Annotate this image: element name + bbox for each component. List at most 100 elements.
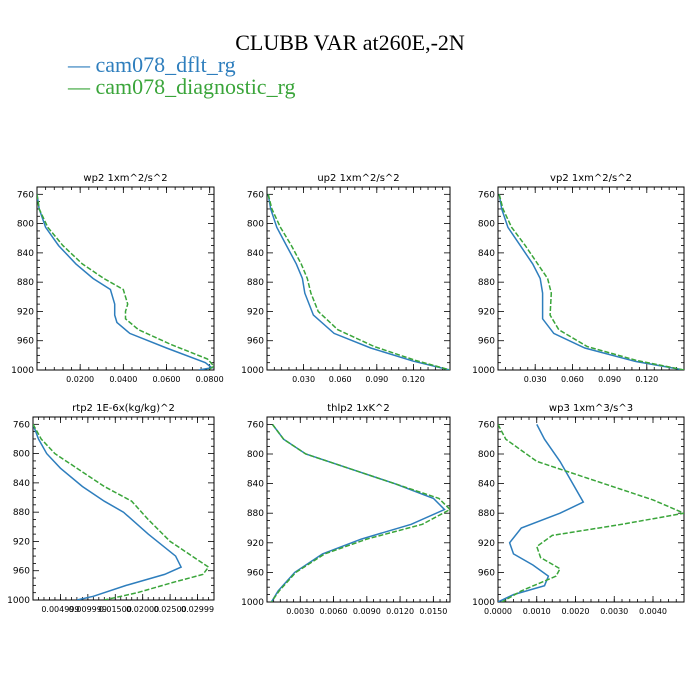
x-tick-label: 0.0090 bbox=[353, 607, 381, 616]
y-tick-label: 960 bbox=[478, 337, 495, 347]
x-tick-label: 0.060 bbox=[561, 375, 584, 384]
y-tick-label: 920 bbox=[247, 539, 264, 549]
y-tick-label: 920 bbox=[247, 307, 264, 317]
subplot-5: thlp2 1xK^2 760 800 840 880 920 960 1000 0.0030 0… bbox=[241, 403, 451, 616]
series-line-diagnostic bbox=[498, 424, 684, 602]
y-tick-label: 840 bbox=[17, 249, 34, 259]
series-line-diagnostic bbox=[33, 423, 210, 600]
x-tick-label: 0.02999 bbox=[181, 605, 214, 614]
subplot-3: vp2 1xm^2/s^2 760 800 840 880 920 960 1000 0.030… bbox=[472, 173, 685, 384]
x-tick-label: 0.120 bbox=[402, 375, 425, 384]
y-tick-label: 960 bbox=[17, 337, 34, 347]
x-tick-label: 0.0400 bbox=[109, 375, 137, 384]
plot-frame bbox=[266, 186, 451, 371]
series-line-diagnostic bbox=[498, 194, 684, 370]
y-tick-label: 880 bbox=[478, 509, 495, 519]
y-tick-label: 1000 bbox=[472, 366, 495, 376]
x-tick-label: 0.0800 bbox=[196, 375, 224, 384]
y-tick-label: 840 bbox=[478, 480, 495, 490]
x-tick-label: 0.02000 bbox=[126, 605, 159, 614]
x-tick-label: 0.0150 bbox=[419, 607, 447, 616]
plot-frame bbox=[36, 186, 215, 371]
legend-entry-dflt: — cam078_dflt_rg bbox=[68, 52, 236, 77]
figure-title: CLUBB VAR at260E,-2N bbox=[235, 30, 465, 55]
subplot-title: thlp2 1xK^2 bbox=[327, 403, 390, 414]
y-tick-label: 1000 bbox=[241, 366, 264, 376]
series-line-diagnostic bbox=[270, 423, 450, 602]
x-tick-label: 0.060 bbox=[329, 375, 352, 384]
subplot-title: wp2 1xm^2/s^2 bbox=[83, 173, 167, 184]
x-tick-label: 0.004999 bbox=[41, 605, 79, 614]
series-line-dflt bbox=[498, 194, 684, 370]
y-tick-label: 840 bbox=[247, 249, 264, 259]
y-tick-label: 920 bbox=[13, 537, 30, 547]
y-tick-label: 1000 bbox=[472, 598, 495, 608]
y-tick-label: 1000 bbox=[7, 596, 30, 606]
y-tick-label: 800 bbox=[13, 450, 30, 460]
subplot-1: wp2 1xm^2/s^2 760 800 840 880 920 960 1000 0.020… bbox=[11, 173, 224, 384]
y-tick-label: 920 bbox=[478, 539, 495, 549]
legend-entry-diagnostic: — cam078_diagnostic_rg bbox=[68, 74, 296, 99]
x-tick-label: 0.0040 bbox=[639, 607, 667, 616]
series-line-dflt bbox=[37, 194, 214, 370]
y-tick-label: 760 bbox=[478, 190, 495, 200]
x-tick-label: 0.0000 bbox=[484, 607, 512, 616]
subplot-title: wp3 1xm^3/s^3 bbox=[549, 403, 633, 414]
y-tick-label: 840 bbox=[478, 249, 495, 259]
y-tick-label: 880 bbox=[247, 509, 264, 519]
y-tick-label: 840 bbox=[247, 480, 264, 490]
series-line-diagnostic bbox=[37, 194, 214, 370]
y-tick-label: 1000 bbox=[11, 366, 34, 376]
subplot-title: rtp2 1E-6x(kg/kg)^2 bbox=[72, 403, 175, 414]
series-line-dflt bbox=[270, 423, 446, 602]
subplot-title: vp2 1xm^2/s^2 bbox=[550, 173, 632, 184]
x-tick-label: 0.0010 bbox=[523, 607, 551, 616]
subplot-title: up2 1xm^2/s^2 bbox=[317, 173, 399, 184]
x-tick-label: 0.0200 bbox=[66, 375, 94, 384]
y-tick-label: 760 bbox=[13, 420, 30, 430]
plot-frame bbox=[32, 416, 215, 601]
y-tick-label: 760 bbox=[247, 190, 264, 200]
x-tick-label: 0.009999 bbox=[69, 605, 107, 614]
x-tick-label: 0.090 bbox=[365, 375, 388, 384]
x-tick-label: 0.0030 bbox=[286, 607, 314, 616]
x-tick-label: 0.02500 bbox=[154, 605, 187, 614]
x-tick-label: 0.01500 bbox=[99, 605, 132, 614]
y-tick-label: 800 bbox=[478, 220, 495, 230]
y-tick-label: 800 bbox=[478, 450, 495, 460]
subplot-6: wp3 1xm^3/s^3 760 800 840 880 920 960 10000.000… bbox=[472, 403, 685, 616]
series-line-dflt bbox=[267, 194, 450, 370]
x-tick-label: 0.0060 bbox=[320, 607, 348, 616]
y-tick-label: 1000 bbox=[241, 598, 264, 608]
x-tick-label: 0.0030 bbox=[600, 607, 628, 616]
y-tick-label: 880 bbox=[247, 278, 264, 288]
x-tick-label: 0.0600 bbox=[153, 375, 181, 384]
y-tick-label: 880 bbox=[478, 278, 495, 288]
y-tick-label: 760 bbox=[247, 420, 264, 430]
subplot-4: rtp2 1E-6x(kg/kg)^2 760 800 840 880 920 960 100… bbox=[7, 403, 215, 614]
y-tick-label: 960 bbox=[478, 568, 495, 578]
y-tick-label: 760 bbox=[478, 420, 495, 430]
x-tick-label: 0.0120 bbox=[386, 607, 414, 616]
series-line-diagnostic bbox=[267, 194, 450, 370]
y-tick-label: 920 bbox=[17, 307, 34, 317]
y-tick-label: 840 bbox=[13, 479, 30, 489]
x-tick-label: 0.030 bbox=[524, 375, 547, 384]
plot-frame bbox=[266, 416, 451, 603]
x-tick-label: 0.120 bbox=[635, 375, 658, 384]
y-tick-label: 960 bbox=[247, 568, 264, 578]
y-tick-label: 920 bbox=[478, 307, 495, 317]
series-line-dflt bbox=[33, 424, 183, 600]
subplot-2: up2 1xm^2/s^2 760 800 840 880 920 960 1000 0.030… bbox=[241, 173, 451, 384]
x-tick-label: 0.030 bbox=[292, 375, 315, 384]
plot-frame bbox=[497, 186, 685, 371]
y-tick-label: 880 bbox=[17, 278, 34, 288]
y-tick-label: 880 bbox=[13, 508, 30, 518]
plot-frame bbox=[497, 416, 685, 603]
y-tick-label: 800 bbox=[17, 220, 34, 230]
series-line-dflt bbox=[498, 424, 585, 602]
x-tick-label: 0.0020 bbox=[562, 607, 590, 616]
y-tick-label: 960 bbox=[13, 567, 30, 577]
y-tick-label: 760 bbox=[17, 190, 34, 200]
